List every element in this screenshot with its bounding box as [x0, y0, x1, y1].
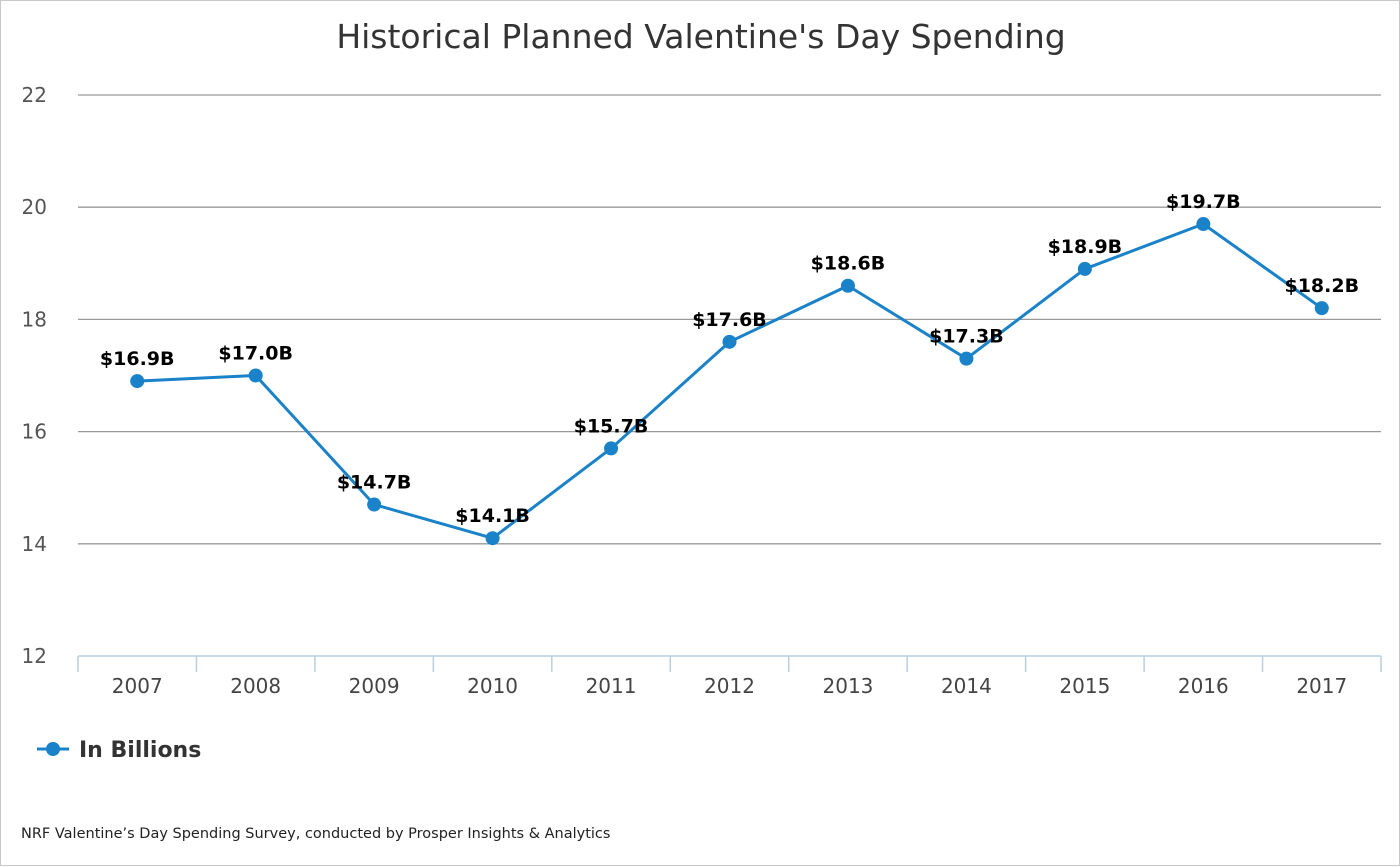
gridlines	[78, 94, 1381, 545]
x-tick-label-2008: 2008	[230, 674, 281, 698]
x-tick-label-2016: 2016	[1178, 674, 1229, 698]
data-label-2013: $18.6B	[811, 253, 886, 275]
x-tick-label-2009: 2009	[349, 674, 400, 698]
data-point-2012[interactable]	[722, 334, 737, 349]
series-in-billions	[130, 217, 1329, 546]
data-label-2010: $14.1B	[455, 505, 530, 527]
source-note: NRF Valentine’s Day Spending Survey, con…	[21, 826, 610, 842]
x-tick-label-2012: 2012	[704, 674, 755, 698]
data-label-2008: $17.0B	[218, 343, 293, 365]
x-tick-label-2015: 2015	[1059, 674, 1110, 698]
x-tick-label-2017: 2017	[1296, 674, 1347, 698]
y-axis: 12 14 16 18 20 22	[22, 83, 47, 668]
data-point-2014[interactable]	[959, 351, 974, 366]
x-tick-label-2010: 2010	[467, 674, 518, 698]
data-point-2011[interactable]	[604, 441, 619, 456]
data-point-2016[interactable]	[1196, 217, 1211, 232]
data-labels: $16.9B $17.0B $14.7B $14.1B $15.7B $17.6B $18.…	[100, 191, 1359, 527]
data-point-2015[interactable]	[1077, 261, 1092, 276]
y-tick-label-22: 22	[22, 83, 47, 107]
x-tick-label-2013: 2013	[823, 674, 874, 698]
x-tick-label-2011: 2011	[586, 674, 637, 698]
x-tick-label-2014: 2014	[941, 674, 992, 698]
data-label-2009: $14.7B	[337, 472, 412, 494]
data-point-2009[interactable]	[367, 497, 382, 512]
data-point-2013[interactable]	[840, 278, 855, 293]
x-tick-label-2007: 2007	[112, 674, 163, 698]
data-point-2007[interactable]	[130, 374, 145, 389]
data-label-2017: $18.2B	[1284, 275, 1359, 297]
legend[interactable]: In Billions	[37, 738, 201, 763]
legend-dot-marker	[46, 742, 60, 756]
data-label-2012: $17.6B	[692, 309, 767, 331]
data-point-2017[interactable]	[1314, 301, 1329, 316]
y-tick-label-18: 18	[22, 307, 47, 331]
y-tick-label-20: 20	[22, 195, 47, 219]
y-tick-label-16: 16	[22, 420, 47, 444]
data-label-2016: $19.7B	[1166, 191, 1241, 213]
data-label-2007: $16.9B	[100, 348, 175, 370]
chart-title: Historical Planned Valentine's Day Spend…	[336, 17, 1065, 56]
data-label-2011: $15.7B	[574, 415, 649, 437]
x-axis: 2007 2008 2009 2010 2011 2012 2013 2014 2015 2016…	[77, 655, 1382, 698]
series-line	[137, 222, 1323, 540]
data-label-2015: $18.9B	[1048, 236, 1123, 258]
data-label-2014: $17.3B	[929, 326, 1004, 348]
y-tick-label-12: 12	[22, 644, 47, 668]
data-point-2008[interactable]	[248, 368, 263, 383]
legend-label[interactable]: In Billions	[79, 738, 201, 763]
y-tick-label-14: 14	[22, 532, 47, 556]
data-point-2010[interactable]	[485, 531, 500, 546]
